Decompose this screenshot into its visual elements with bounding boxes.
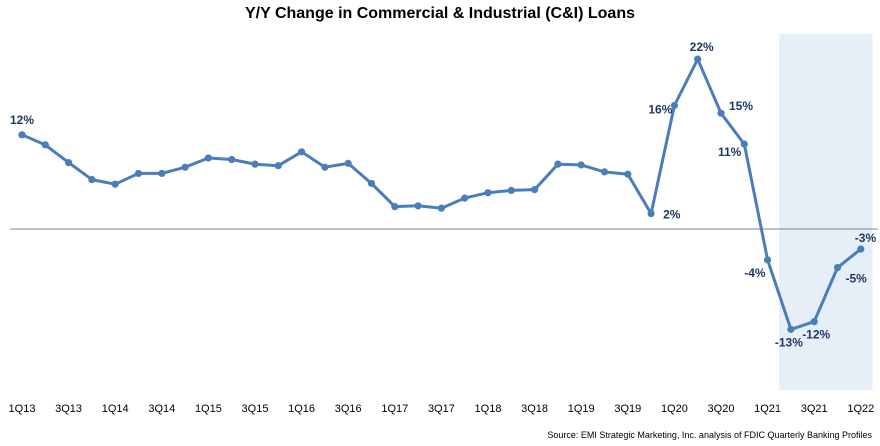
data-point [88, 175, 96, 184]
data-point [531, 186, 539, 194]
data-point [391, 203, 399, 211]
source-note: Source: EMI Strategic Marketing, Inc. an… [547, 430, 872, 440]
data-point [577, 161, 585, 169]
chart-title: Y/Y Change in Commercial & Industrial (C… [245, 5, 635, 22]
data-point [158, 169, 166, 178]
data-point [600, 168, 609, 176]
data-point [833, 264, 842, 272]
data-point [694, 55, 702, 63]
label-layer: 12% 2% 16% 22% 15% 11% -4% -13%-12% -5% -3% [10, 40, 876, 349]
data-point [717, 109, 725, 117]
x-tick-label: 1Q22 [847, 403, 874, 415]
x-tick-label: 3Q17 [428, 403, 455, 415]
x-tick-label: 3Q14 [148, 403, 175, 415]
data-point [274, 162, 282, 170]
data-point [298, 148, 306, 156]
data-point [647, 209, 655, 218]
data-label: -4% [744, 266, 766, 280]
data-point [134, 169, 143, 178]
data-point [670, 101, 679, 110]
data-point [344, 159, 352, 167]
x-tick-label: 1Q13 [9, 403, 36, 415]
x-tick-label: 1Q15 [195, 403, 222, 415]
x-tick-label: 1Q18 [475, 403, 502, 415]
x-tick-label: 3Q13 [55, 403, 82, 415]
x-tick-label: 1Q19 [568, 403, 595, 415]
data-point [507, 186, 515, 194]
x-tick-label: 1Q16 [288, 403, 315, 415]
data-point [251, 160, 259, 168]
data-point [764, 256, 772, 264]
x-tick-label: 1Q20 [661, 403, 688, 415]
data-point [367, 179, 376, 188]
data-label: -3% [855, 231, 877, 245]
data-point [228, 155, 236, 164]
x-tick-label: 3Q18 [521, 403, 548, 415]
data-label: -12% [802, 328, 830, 342]
data-label: 2% [663, 208, 681, 222]
data-point [810, 318, 818, 326]
data-point [414, 202, 422, 210]
data-label: 11% [718, 145, 742, 159]
highlight-layer [779, 34, 873, 390]
x-tick-label: 1Q17 [381, 403, 408, 415]
data-point [624, 170, 632, 178]
x-tick-label: 3Q20 [708, 403, 735, 415]
x-tick-label: 1Q21 [754, 403, 781, 415]
data-label: -5% [846, 272, 868, 286]
x-tick-label: 3Q15 [242, 403, 269, 415]
data-point [437, 204, 445, 212]
data-point [484, 189, 492, 197]
data-point [554, 160, 562, 168]
data-label: 12% [10, 113, 34, 127]
tick-layer: 1Q13 3Q13 1Q14 3Q14 1Q15 3Q15 1Q16 3Q16 1Q17 3Q17… [9, 403, 875, 415]
data-point [857, 245, 865, 253]
data-point [18, 131, 26, 139]
data-label: -13% [775, 335, 803, 349]
data-point [181, 163, 189, 171]
data-label: 15% [729, 99, 753, 113]
data-label: 16% [648, 102, 672, 116]
x-tick-label: 1Q14 [102, 403, 129, 415]
data-point [740, 140, 748, 148]
data-point [65, 159, 73, 167]
x-tick-label: 3Q19 [614, 403, 641, 415]
data-point [111, 180, 119, 188]
data-point [321, 163, 329, 171]
x-tick-label: 3Q21 [801, 403, 828, 415]
data-point [787, 325, 795, 333]
data-point [41, 141, 49, 149]
x-tick-label: 3Q16 [335, 403, 362, 415]
point-layer [18, 55, 865, 333]
data-label: 22% [690, 40, 714, 54]
data-point [461, 194, 469, 202]
data-point [204, 154, 212, 162]
highlight-region [779, 34, 873, 390]
